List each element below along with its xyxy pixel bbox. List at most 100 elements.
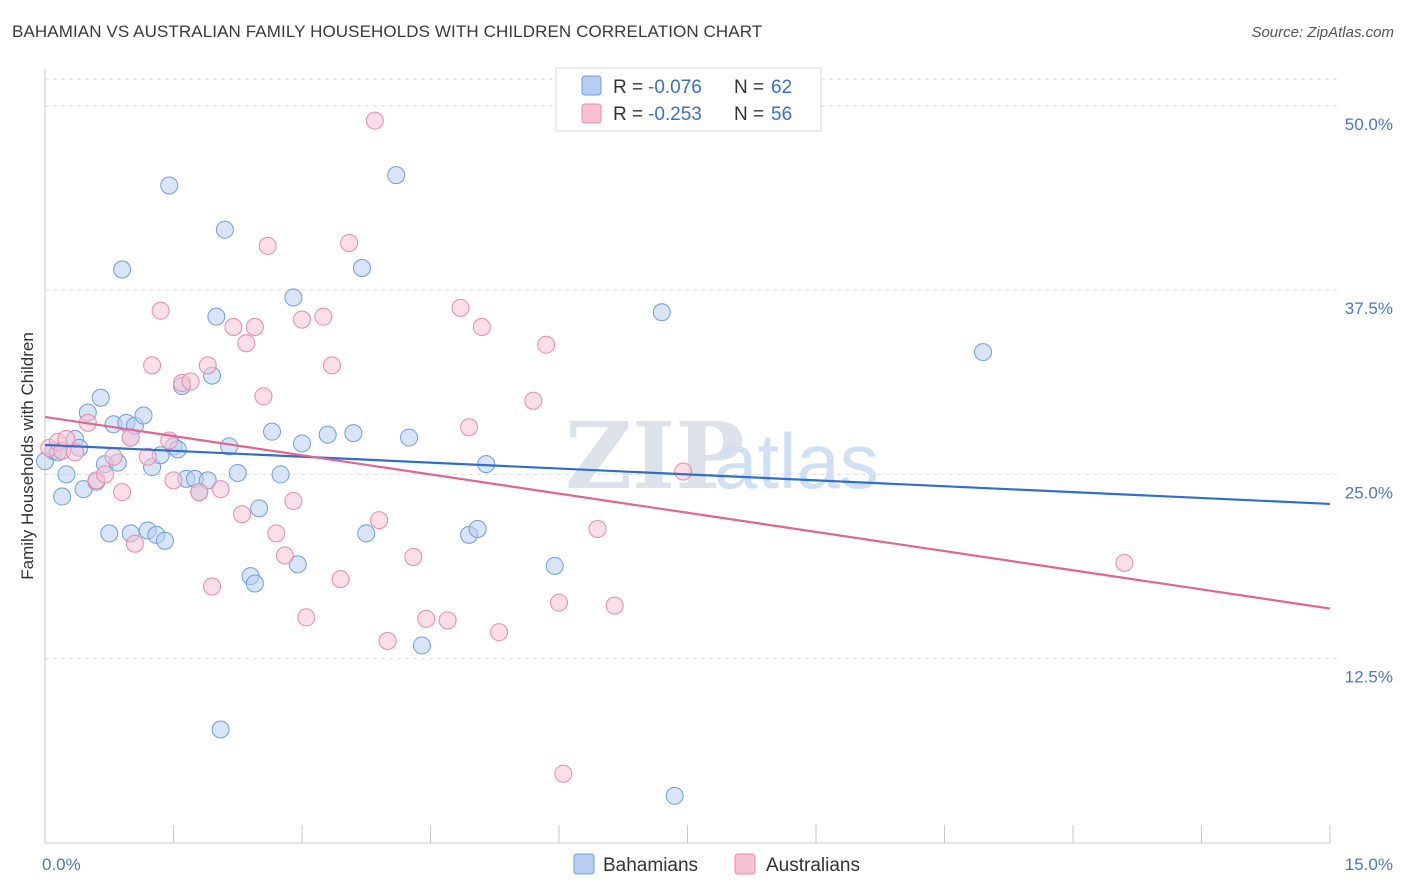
australians-point-43 bbox=[451, 298, 470, 317]
australians-point-54 bbox=[1115, 553, 1134, 572]
y-tick-label-3: 50.0% bbox=[1345, 115, 1393, 134]
bahamians-point-39 bbox=[245, 574, 264, 593]
bahamians-point-24 bbox=[155, 531, 174, 550]
australians-point-12 bbox=[143, 356, 162, 375]
bahamians-point-46 bbox=[318, 425, 337, 444]
australians-point-50 bbox=[554, 764, 573, 783]
y-axis-label: Family Households with Children bbox=[18, 332, 37, 580]
australians-point-53 bbox=[674, 462, 693, 481]
bahamians-point-54 bbox=[468, 519, 487, 538]
legend-box: R = -0.076 N = 62 R = -0.253 N = 56 bbox=[555, 67, 822, 132]
bottom-legend-label-australians: Australians bbox=[766, 855, 860, 876]
bahamians-point-49 bbox=[357, 524, 376, 543]
series-australians bbox=[40, 111, 1134, 783]
australians-point-34 bbox=[322, 356, 341, 375]
australians-point-32 bbox=[297, 608, 316, 627]
australians-point-10 bbox=[125, 534, 144, 553]
bahamians-point-19 bbox=[134, 406, 153, 425]
legend-swatch-bahamians bbox=[581, 75, 602, 96]
legend-r-label-1: R = bbox=[613, 77, 643, 98]
bottom-legend-swatch-australians bbox=[734, 853, 756, 875]
chart-source: Source: ZipAtlas.com bbox=[1251, 24, 1394, 41]
australians-point-30 bbox=[284, 491, 303, 510]
bahamians-point-48 bbox=[352, 259, 371, 278]
bahamians-point-40 bbox=[250, 499, 269, 518]
australians-point-36 bbox=[340, 233, 359, 252]
australians-trend-line bbox=[44, 415, 1331, 610]
australians-point-22 bbox=[224, 318, 243, 336]
y-tick-label-1: 25.0% bbox=[1345, 483, 1393, 502]
y-tick-label-0: 12.5% bbox=[1345, 668, 1393, 687]
bahamians-point-35 bbox=[215, 220, 234, 239]
bahamians-point-43 bbox=[284, 288, 303, 307]
bahamians-point-41 bbox=[263, 422, 282, 441]
australians-point-49 bbox=[550, 593, 568, 612]
australians-point-15 bbox=[164, 471, 183, 490]
australians-point-47 bbox=[524, 391, 543, 410]
australians-point-19 bbox=[198, 356, 217, 375]
bahamians-point-57 bbox=[652, 303, 671, 322]
bottom-legend: Bahamians Australians bbox=[573, 853, 860, 876]
australians-point-52 bbox=[605, 596, 624, 615]
watermark-atlas: atlas bbox=[714, 417, 879, 505]
bahamians-point-59 bbox=[974, 343, 993, 362]
legend-n-label-1: N = bbox=[734, 77, 764, 98]
australians-point-6 bbox=[95, 465, 114, 484]
australians-point-42 bbox=[438, 611, 457, 630]
australians-point-31 bbox=[293, 310, 311, 329]
bahamians-point-56 bbox=[545, 556, 564, 575]
bahamians-point-58 bbox=[665, 786, 684, 805]
australians-point-38 bbox=[370, 511, 389, 530]
bahamians-point-47 bbox=[344, 424, 363, 443]
bahamians-point-12 bbox=[100, 524, 119, 543]
watermark: ZIP atlas bbox=[565, 402, 879, 510]
australians-point-41 bbox=[417, 609, 436, 628]
bahamians-point-61 bbox=[211, 720, 230, 739]
chart-title: BAHAMIAN VS AUSTRALIAN FAMILY HOUSEHOLDS… bbox=[12, 22, 763, 41]
australians-point-27 bbox=[258, 236, 277, 255]
australians-point-33 bbox=[314, 307, 333, 326]
watermark-zip: ZIP bbox=[565, 402, 744, 510]
bottom-legend-label-bahamians: Bahamians bbox=[603, 855, 698, 876]
australians-point-35 bbox=[331, 570, 350, 589]
gridlines bbox=[45, 78, 1338, 660]
australians-point-25 bbox=[245, 318, 264, 336]
bahamians-point-51 bbox=[400, 428, 419, 447]
legend-r-value-1: -0.076 bbox=[648, 77, 702, 98]
bahamians-point-15 bbox=[113, 260, 132, 279]
y-tick-label-2: 37.5% bbox=[1345, 299, 1393, 318]
australians-point-55 bbox=[57, 430, 76, 449]
australians-point-21 bbox=[211, 480, 230, 499]
tick-labels: 12.5% 25.0% 37.5% 50.0% 0.0% 15.0% bbox=[42, 115, 1393, 874]
australians-point-46 bbox=[490, 623, 509, 642]
bahamians-trend-line bbox=[44, 443, 1331, 506]
legend-swatch-australians bbox=[581, 103, 602, 124]
australians-point-24 bbox=[237, 334, 256, 353]
australians-point-11 bbox=[138, 447, 157, 466]
bahamians-point-50 bbox=[387, 166, 406, 185]
australians-point-48 bbox=[537, 335, 556, 354]
x-tick-label-0: 0.0% bbox=[42, 855, 81, 874]
bahamians-point-34 bbox=[207, 307, 226, 326]
bahamians-point-52 bbox=[412, 636, 431, 655]
australians-point-29 bbox=[275, 546, 294, 565]
bahamians-point-4 bbox=[57, 465, 76, 484]
legend-n-label-2: N = bbox=[734, 104, 764, 125]
australians-point-39 bbox=[378, 632, 397, 651]
bahamians-point-44 bbox=[288, 555, 307, 574]
bahamians-point-42 bbox=[271, 465, 290, 484]
bahamians-point-45 bbox=[293, 434, 311, 453]
legend-n-value-1: 62 bbox=[771, 77, 792, 98]
bahamians-point-25 bbox=[160, 176, 179, 195]
australians-point-23 bbox=[233, 505, 252, 524]
australians-point-18 bbox=[190, 483, 209, 502]
australians-point-37 bbox=[365, 111, 384, 130]
legend-r-value-2: -0.253 bbox=[648, 104, 702, 125]
australians-point-26 bbox=[254, 387, 273, 406]
bahamians-point-3 bbox=[53, 487, 72, 506]
australians-point-28 bbox=[267, 524, 286, 543]
australians-point-40 bbox=[404, 547, 423, 566]
trend-lines bbox=[44, 415, 1331, 610]
x-tick-label-1: 15.0% bbox=[1345, 855, 1393, 874]
